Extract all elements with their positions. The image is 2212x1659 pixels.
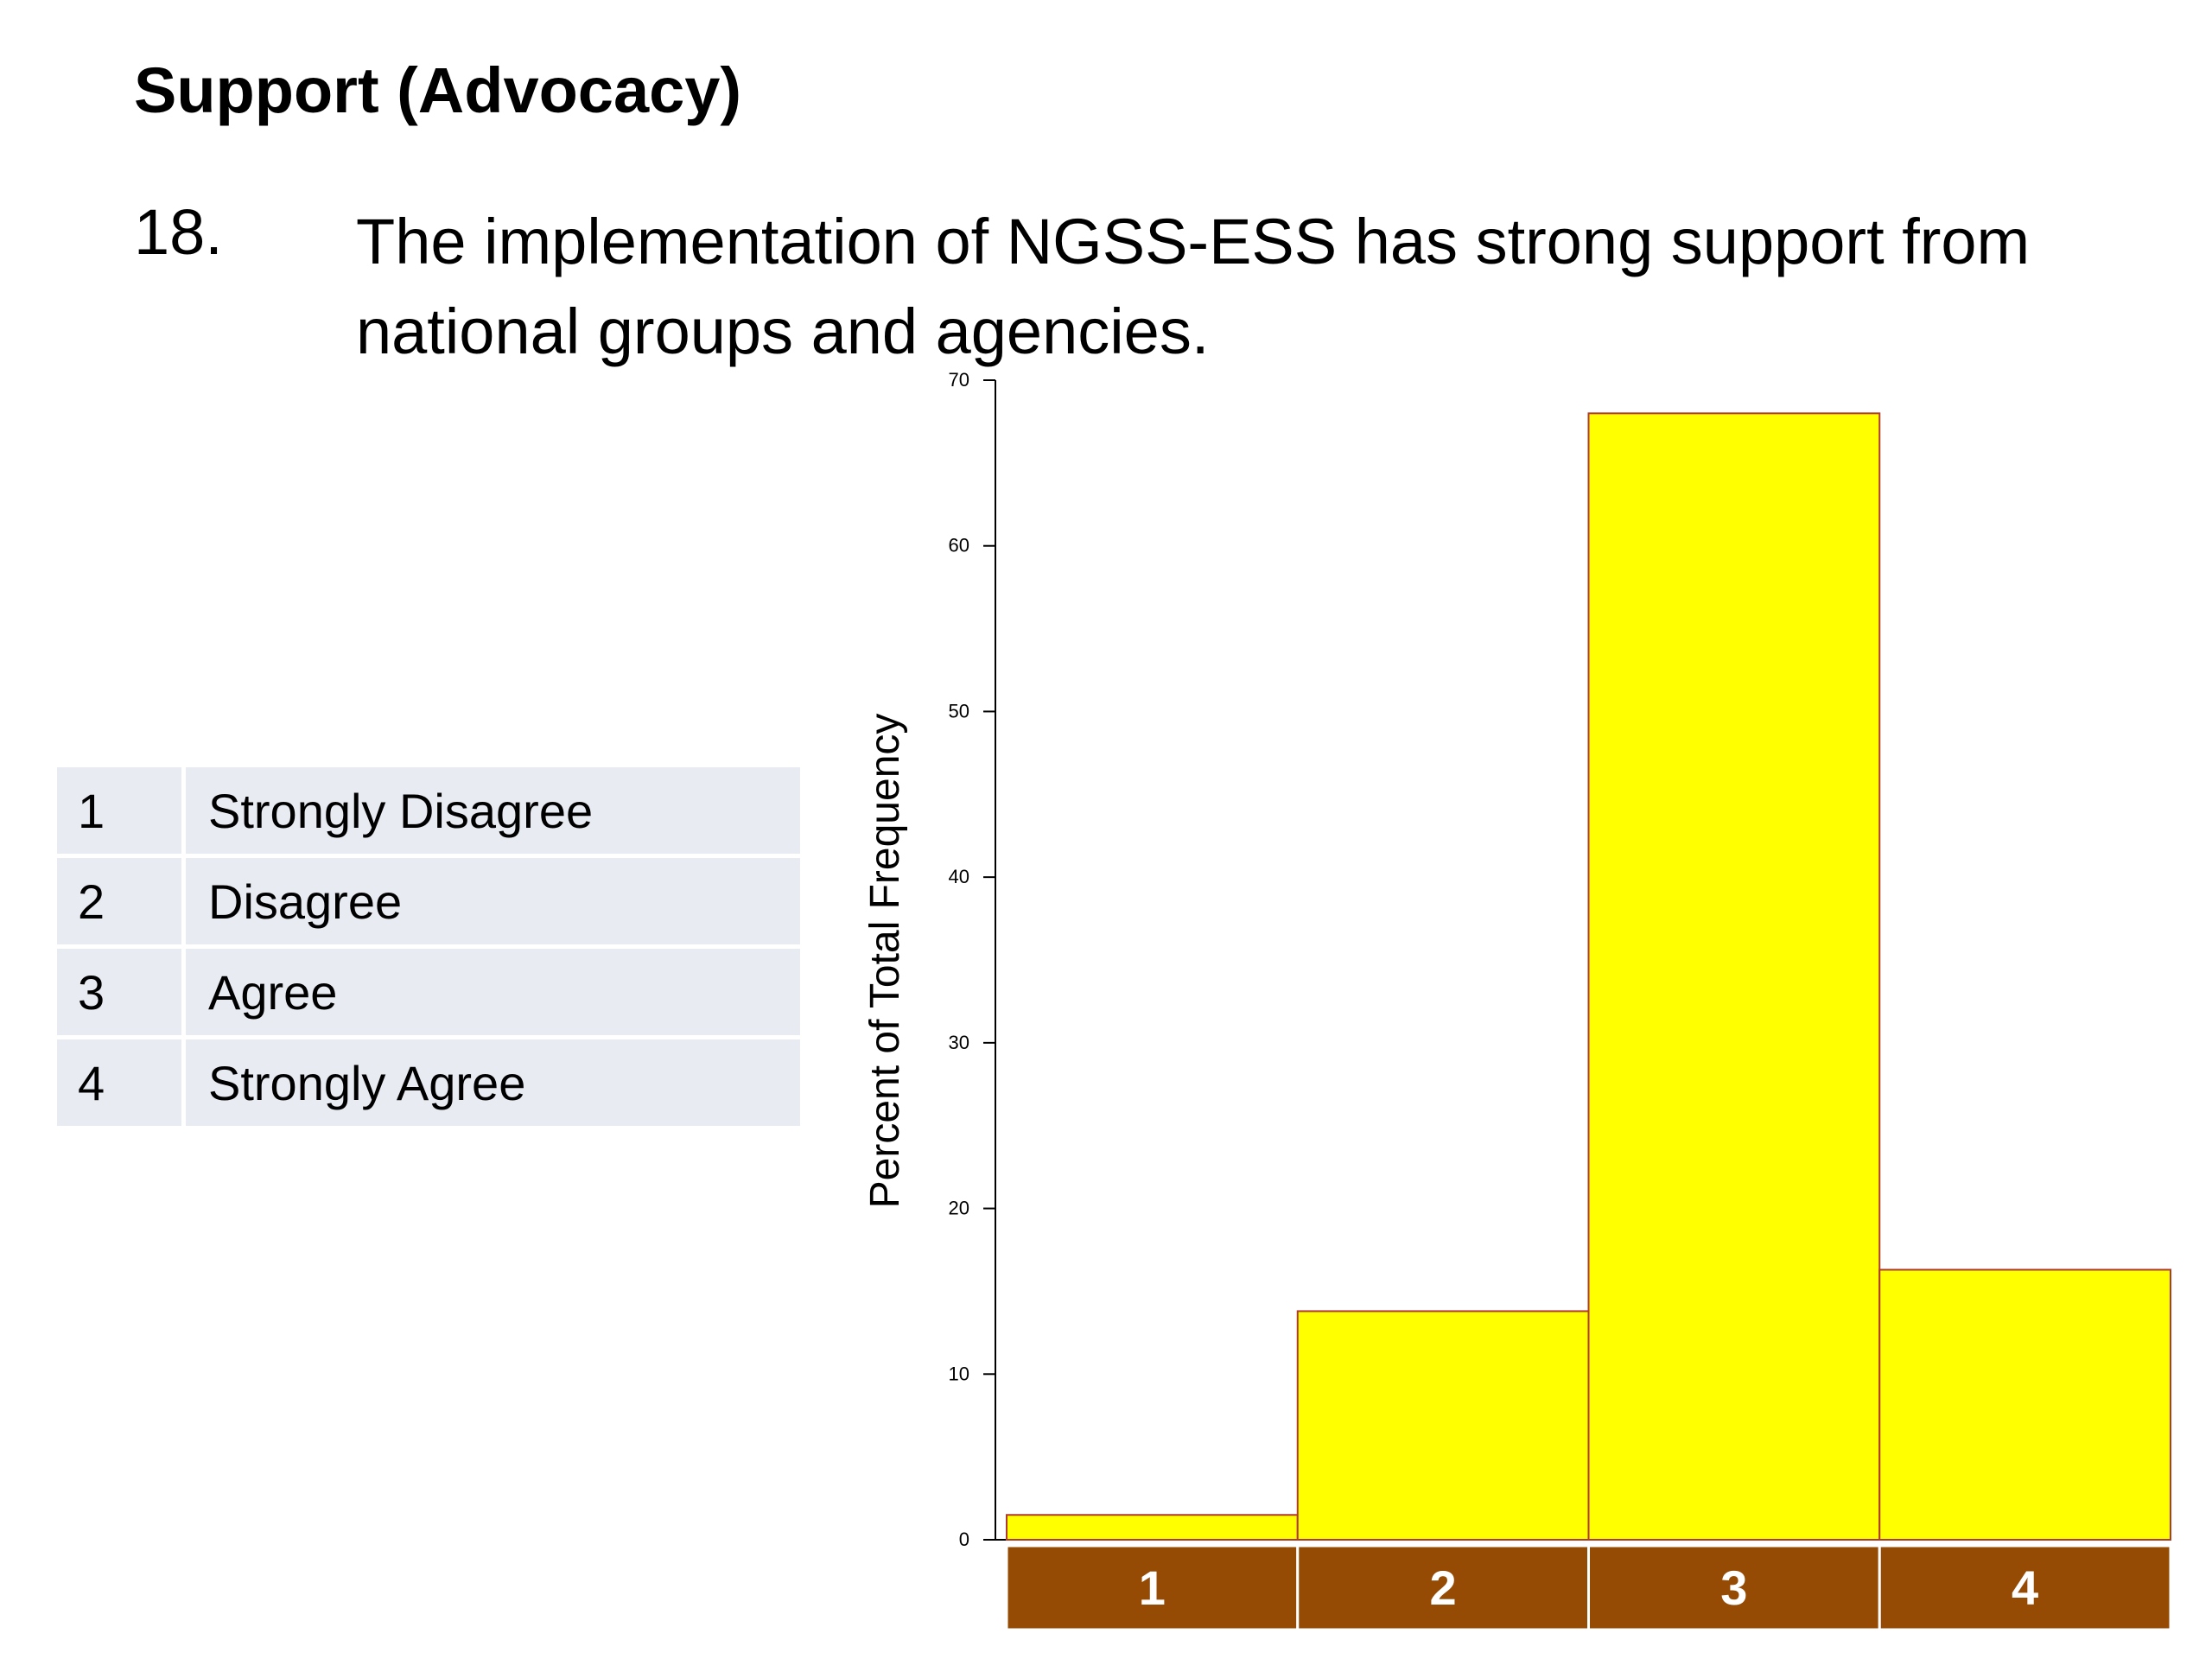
y-tick-label: 70 [949,369,969,391]
category-band [1878,1544,2172,1631]
x-tick-label: 3 [1720,1560,1747,1615]
bar [1296,1310,1590,1541]
legend-code: 2 [57,858,186,949]
legend-row: 3 Agree [57,949,800,1039]
question-number: 18. [134,196,223,268]
y-tick-label: 10 [949,1363,969,1384]
legend-row: 1 Strongly Disagree [57,767,800,858]
question-text: The implementation of NGSS-ESS has stron… [356,206,2031,367]
bar [1587,412,1881,1541]
legend-code: 1 [57,767,186,858]
legend-label: Disagree [186,858,800,949]
legend-code: 3 [57,949,186,1039]
y-tick-label: 40 [949,866,969,887]
bar [1878,1268,2171,1541]
x-tick-label: 1 [1139,1560,1166,1615]
bar [1006,1514,1299,1541]
section-title: Support (Advocacy) [134,54,742,126]
category-band [1587,1544,1881,1631]
legend-row: 4 Strongly Agree [57,1039,800,1130]
legend-label: Strongly Disagree [186,767,800,858]
x-tick-label: 4 [2012,1560,2038,1615]
y-tick-label: 30 [949,1032,969,1053]
legend-code: 4 [57,1039,186,1130]
likert-legend-table: 1 Strongly Disagree 2 Disagree 3 Agree 4… [57,767,800,1130]
y-tick-label: 60 [949,535,969,556]
y-tick-label: 50 [949,700,969,721]
legend-label: Strongly Agree [186,1039,800,1130]
y-tick-label: 0 [959,1529,969,1550]
legend-row: 2 Disagree [57,858,800,949]
category-band [1005,1544,1300,1631]
x-tick-label: 2 [1430,1560,1457,1615]
category-band [1296,1544,1590,1631]
legend-label: Agree [186,949,800,1039]
y-axis-label: Percent of Total Frequency [862,714,908,1209]
y-tick-label: 20 [949,1198,969,1219]
